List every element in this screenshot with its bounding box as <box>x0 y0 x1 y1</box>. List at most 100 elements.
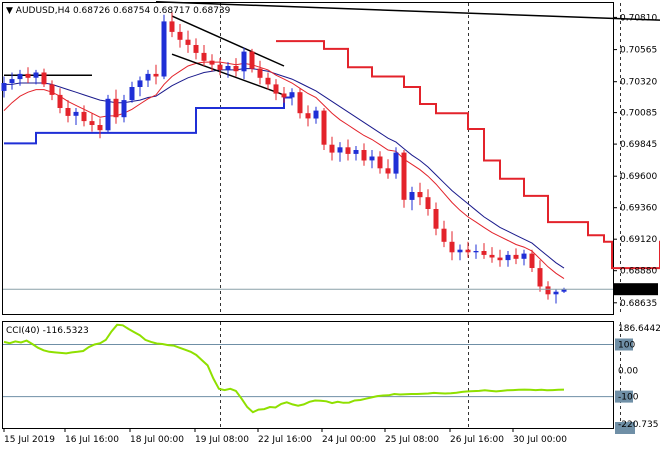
candle <box>545 281 551 300</box>
candle-body <box>553 291 559 295</box>
candle <box>345 139 351 161</box>
candle-body <box>377 156 383 169</box>
candle <box>313 106 319 124</box>
candle-body <box>25 73 31 78</box>
current-price-badge <box>614 283 658 296</box>
candle <box>305 105 311 127</box>
candle <box>321 108 327 150</box>
candle <box>121 94 127 123</box>
price-pane[interactable] <box>2 2 614 315</box>
cci-line <box>3 323 565 414</box>
candle <box>257 60 263 85</box>
candle-body <box>521 253 527 259</box>
price-tick-label: 0.69600 <box>620 172 657 182</box>
cci-tick-label: 0.00 <box>618 367 638 377</box>
time-axis: 15 Jul 2019 16 Jul 16:00 18 Jul 00:00 19 Ju… <box>3 428 567 445</box>
time-tick-label: 16 Jul 16:00 <box>65 435 119 445</box>
candle-body <box>81 111 87 122</box>
fast-ma-line <box>3 61 565 280</box>
trendline[interactable] <box>171 15 285 67</box>
candle-body <box>209 60 215 65</box>
price-tick-label: 0.69120 <box>620 235 657 245</box>
candle <box>177 24 183 48</box>
candle <box>57 88 63 114</box>
candle <box>361 143 367 166</box>
candle-body <box>457 249 463 253</box>
candle <box>537 260 543 292</box>
candle-body <box>289 92 295 98</box>
candle <box>249 48 255 73</box>
triangle-icon: ▼ <box>6 6 16 16</box>
candle <box>73 108 79 125</box>
cci-level-badge <box>615 390 633 403</box>
candle-body <box>329 144 335 153</box>
candle <box>41 68 47 87</box>
candle-body <box>393 152 399 174</box>
candle-body <box>497 257 503 261</box>
candle-body <box>305 113 311 119</box>
candle <box>513 248 519 265</box>
candle-body <box>489 254 495 258</box>
candle-body <box>41 72 47 85</box>
candle <box>521 249 527 266</box>
candle-body <box>233 66 239 72</box>
candle <box>17 69 23 86</box>
candle <box>185 30 191 53</box>
candle <box>153 64 159 85</box>
candle <box>241 47 247 80</box>
trendline[interactable] <box>155 0 660 27</box>
candle-body <box>441 228 447 242</box>
cci-tick-label: -100 <box>618 393 639 403</box>
candle-body <box>121 100 127 118</box>
candle-body <box>401 152 407 200</box>
candle-body <box>153 73 159 77</box>
indicator-pane[interactable] <box>2 321 614 429</box>
candle-body <box>297 92 303 114</box>
time-tick-label: 30 Jul 00:00 <box>513 435 567 445</box>
time-tick-label: 15 Jul 2019 <box>4 435 55 445</box>
time-tick-label: 24 Jul 00:00 <box>322 435 376 445</box>
cci-tick-label: 186.6442 <box>618 324 660 334</box>
chart-header: ▼ AUDUSD,H4 0.68726 0.68754 0.68717 0.68… <box>6 6 231 16</box>
candle <box>137 76 143 97</box>
candle <box>465 241 471 258</box>
candle-body <box>281 93 287 98</box>
candle-body <box>409 192 415 200</box>
candle-body <box>33 72 39 78</box>
price-series-layer <box>1 0 660 304</box>
candle <box>169 12 175 38</box>
candle <box>425 189 431 216</box>
candle-body <box>265 77 271 85</box>
candle <box>209 54 215 72</box>
lower-band-step-line <box>4 96 292 145</box>
candle-body <box>361 150 367 161</box>
price-tick-label: 0.70320 <box>620 78 657 88</box>
symbol-label: AUDUSD,H4 <box>16 6 71 16</box>
candle <box>65 100 71 123</box>
candle <box>225 62 231 78</box>
candle-body <box>49 84 55 95</box>
price-axis: 0.70810 0.70565 0.70320 0.70085 0.69845 0.696… <box>613 13 658 309</box>
candle <box>113 89 119 124</box>
candle <box>489 247 495 263</box>
candle <box>129 81 135 103</box>
candle <box>25 67 31 83</box>
candle <box>497 249 503 267</box>
slow-ma-line <box>4 68 565 269</box>
candle <box>105 94 111 133</box>
candle-body <box>65 108 71 116</box>
candle <box>473 244 479 259</box>
candle-body <box>1 83 7 91</box>
candle <box>377 151 383 174</box>
candle-body <box>169 21 175 32</box>
candle-body <box>433 209 439 229</box>
candle <box>433 202 439 236</box>
candle <box>529 249 535 272</box>
candle-body <box>113 98 119 118</box>
candle-body <box>89 121 95 125</box>
candle <box>161 14 167 80</box>
price-tick-label: 0.68635 <box>620 299 657 309</box>
candle-body <box>257 68 263 78</box>
candle-body <box>145 73 151 81</box>
